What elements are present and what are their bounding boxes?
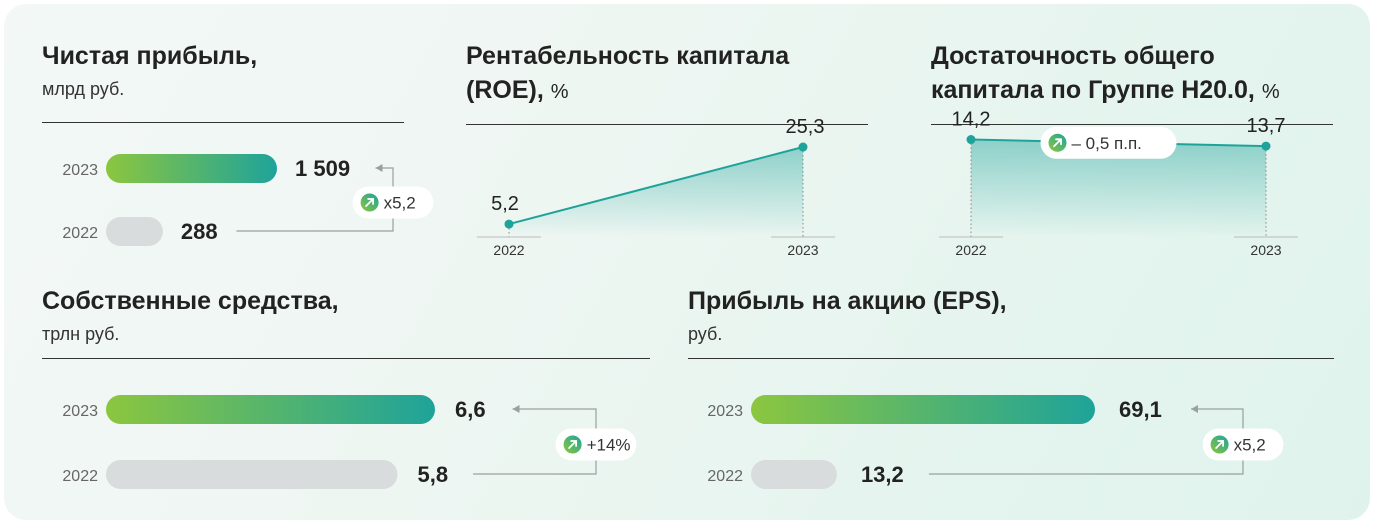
- equity-bar-2022: [106, 460, 398, 489]
- net-profit-bar-2022: [106, 217, 163, 246]
- net-profit-unit: млрд руб.: [42, 79, 125, 99]
- arrow-up-right-glyph: [365, 198, 374, 207]
- capital-adequacy-title: Достаточность общего капитала по Группе …: [931, 39, 1280, 109]
- eps-value-label-2022: 13,2: [861, 462, 904, 487]
- panel-eps: Прибыль на акцию (EPS), руб. 2023 69,1 202…: [688, 284, 1343, 504]
- arrow-up-right-glyph: [568, 440, 577, 449]
- capital-adequacy-title-unit: %: [1261, 81, 1280, 103]
- equity-chart: 2023 6,6 2022 5,8 +14%: [62, 395, 637, 489]
- equity-unit: трлн руб.: [42, 324, 120, 344]
- equity-value-label-2023: 6,6: [455, 397, 486, 422]
- equity-connector-arrowhead: [512, 405, 520, 413]
- roe-tick-label-2023: 2023: [787, 242, 818, 258]
- capital-adequacy-title-line1: Достаточность общего: [931, 42, 1215, 70]
- eps-bar-2022: [751, 460, 837, 489]
- roe-value-label-2022: 5,2: [491, 193, 519, 215]
- eps-unit: руб.: [688, 324, 723, 344]
- capital-adequacy-point-2023: [1261, 141, 1271, 151]
- capital-adequacy-chart: 14,2 2022 13,7 2023 – 0,5 п.п.: [939, 109, 1298, 258]
- equity-year-label-2022: 2022: [62, 468, 98, 485]
- capital-adequacy-value-label-2023: 13,7: [1247, 115, 1286, 137]
- net-profit-change-badge: x5,2: [352, 186, 434, 219]
- equity-year-label-2023: 2023: [62, 403, 98, 420]
- net-profit-chart: 2023 1 509 2022 288 x5,2: [62, 154, 434, 246]
- net-profit-title: Чистая прибыль,: [42, 42, 258, 70]
- arrow-up-right-glyph: [1215, 440, 1224, 449]
- equity-change-badge: +14%: [555, 428, 637, 461]
- roe-point-2023: [798, 142, 808, 152]
- capital-adequacy-title-line2: капитала по Группе Н20.0,: [931, 76, 1255, 104]
- roe-tick-label-2022: 2022: [493, 242, 524, 258]
- net-profit-connector-arrowhead: [375, 164, 383, 172]
- net-profit-value-label-2023: 1 509: [295, 156, 350, 181]
- net-profit-change-badge-label: x5,2: [384, 194, 416, 213]
- roe-series-line: [508, 146, 804, 226]
- net-profit-rule: [42, 122, 404, 123]
- net-profit-value-label-2022: 288: [181, 219, 218, 244]
- panel-capital-adequacy: Достаточность общего капитала по Группе …: [931, 39, 1336, 264]
- roe-value-label-2023: 25,3: [786, 116, 825, 138]
- equity-value-label-2022: 5,8: [418, 462, 449, 487]
- infographic-card: Чистая прибыль, млрд руб. 2023 1 509 2022 2…: [4, 4, 1370, 520]
- net-profit-year-label-2022: 2022: [62, 225, 98, 242]
- eps-chart: 2023 69,1 2022 13,2 x5,2: [707, 395, 1284, 489]
- panel-equity: Собственные средства, трлн руб. 2023 6,6 2…: [42, 284, 682, 504]
- capital-adequacy-rule: [931, 124, 1333, 125]
- equity-bar-2023: [106, 395, 435, 424]
- roe-title-line2: (ROE),: [466, 76, 544, 104]
- panel-net-profit: Чистая прибыль, млрд руб. 2023 1 509 2022 2…: [42, 39, 462, 259]
- capital-adequacy-tick-label-2022: 2022: [955, 242, 986, 258]
- capital-adequacy-tick-label-2023: 2023: [1250, 242, 1281, 258]
- capital-adequacy-point-2022: [966, 135, 976, 145]
- eps-value-label-2023: 69,1: [1119, 397, 1162, 422]
- equity-title: Собственные средства,: [42, 287, 339, 315]
- eps-title: Прибыль на акцию (EPS),: [688, 287, 1007, 315]
- eps-change-badge: x5,2: [1202, 428, 1284, 461]
- roe-title: Рентабельность капитала (ROE), %: [466, 39, 789, 109]
- roe-rule: [466, 124, 868, 125]
- roe-chart: 5,2 2022 25,3 2023: [477, 116, 835, 258]
- roe-title-line1: Рентабельность капитала: [466, 42, 790, 70]
- capital-adequacy-change-badge: – 0,5 п.п.: [1040, 126, 1177, 159]
- eps-bar-2023: [751, 395, 1095, 424]
- eps-connector-arrowhead: [1191, 405, 1198, 413]
- capital-adequacy-change-badge-label: – 0,5 п.п.: [1072, 134, 1142, 153]
- arrow-up-right-glyph: [1053, 138, 1062, 148]
- eps-year-label-2022: 2022: [707, 468, 743, 485]
- eps-year-label-2023: 2023: [707, 403, 743, 420]
- equity-change-badge-label: +14%: [587, 436, 631, 455]
- net-profit-year-label-2023: 2023: [62, 162, 98, 179]
- equity-rule: [42, 358, 650, 359]
- capital-adequacy-value-label-2022: 14,2: [952, 109, 991, 131]
- eps-rule: [688, 358, 1334, 359]
- eps-change-badge-label: x5,2: [1234, 436, 1266, 455]
- panel-roe: Рентабельность капитала (ROE), % 5,2 2022…: [466, 39, 876, 264]
- roe-point-2022: [504, 219, 514, 229]
- roe-area: [509, 147, 803, 237]
- capital-adequacy-change-badge-pill: [1040, 126, 1177, 159]
- net-profit-bar-2023: [106, 154, 277, 183]
- roe-title-unit: %: [550, 81, 569, 103]
- capital-adequacy-area: [971, 139, 1266, 237]
